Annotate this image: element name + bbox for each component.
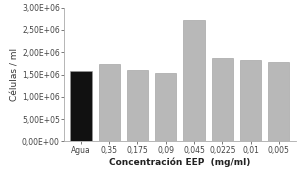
Bar (127, 70, 148, 141)
Bar (268, 62, 290, 141)
Bar (212, 58, 233, 141)
X-axis label: Concentración EEP  (mg/ml): Concentración EEP (mg/ml) (109, 157, 250, 167)
Bar (155, 73, 176, 141)
Y-axis label: Células / ml: Células / ml (10, 48, 19, 101)
Bar (183, 20, 205, 141)
Bar (240, 60, 261, 141)
Bar (70, 71, 92, 141)
Bar (99, 64, 120, 141)
